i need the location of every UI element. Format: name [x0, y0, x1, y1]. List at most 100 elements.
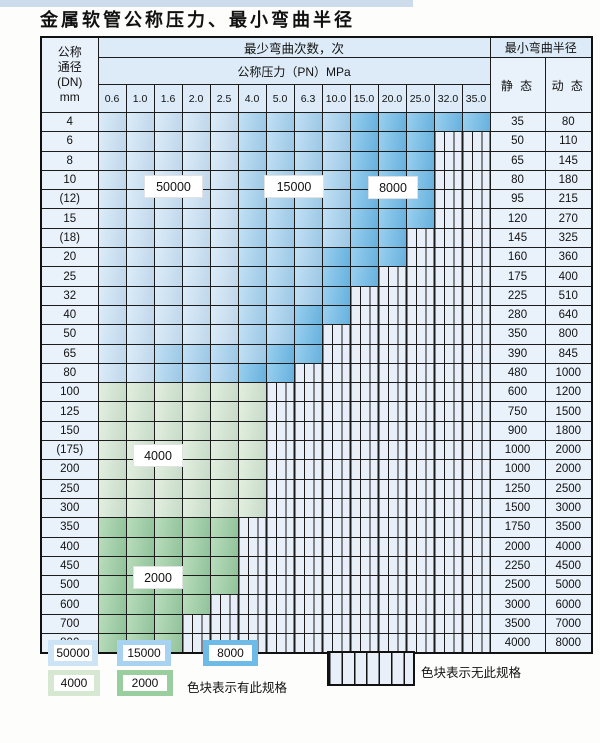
- spec-cell: [125, 517, 155, 538]
- no-spec-cell: [321, 440, 351, 461]
- no-spec-cell: [293, 478, 323, 499]
- no-spec-cell: [377, 440, 407, 461]
- dynamic-radius-cell: 510: [544, 285, 593, 306]
- spec-cell: [293, 304, 323, 326]
- static-radius-cell: 2250: [489, 555, 546, 577]
- spec-cell: [209, 343, 239, 364]
- no-spec-cell: [377, 497, 407, 519]
- no-spec-cell: [349, 304, 379, 326]
- spec-cell: [321, 304, 351, 326]
- spec-cell: [265, 324, 295, 345]
- dynamic-radius-cell: 1500: [544, 401, 593, 422]
- legend-has-spec-text: 色块表示有此规格: [187, 681, 288, 695]
- no-spec-cell: [461, 169, 491, 191]
- dynamic-radius-cell: 360: [544, 247, 593, 268]
- spec-cell: [125, 304, 155, 326]
- spec-cell: [97, 497, 127, 519]
- legend-swatch-15000: 15000: [117, 640, 171, 666]
- static-radius-cell: 95: [489, 189, 546, 210]
- no-spec-cell: [433, 594, 463, 615]
- no-spec-cell: [461, 517, 491, 538]
- spec-cell: [237, 459, 267, 480]
- no-spec-cell: [265, 517, 295, 538]
- no-spec-cell: [461, 362, 491, 384]
- no-spec-cell: [349, 555, 379, 577]
- no-spec-cell: [433, 227, 463, 249]
- no-spec-cell: [433, 401, 463, 422]
- no-spec-cell: [349, 382, 379, 403]
- spec-cell: [209, 517, 239, 538]
- spec-cell: [209, 247, 239, 268]
- no-spec-cell: [349, 459, 379, 480]
- spec-cell: [349, 208, 379, 229]
- no-spec-cell: [265, 440, 295, 461]
- spec-cell: [377, 208, 407, 229]
- no-spec-cell: [433, 208, 463, 229]
- spec-cell: [97, 382, 127, 403]
- no-spec-cell: [293, 555, 323, 577]
- spec-cell: [181, 111, 211, 133]
- spec-cell: [349, 150, 379, 171]
- static-radius-cell: 390: [489, 343, 546, 364]
- no-spec-cell: [433, 633, 463, 654]
- no-spec-cell: [265, 594, 295, 615]
- spec-cell: [209, 324, 239, 345]
- dn-cell: 125: [40, 401, 99, 422]
- spec-cell: [181, 517, 211, 538]
- no-spec-cell: [265, 382, 295, 403]
- spec-cell: [153, 227, 183, 249]
- spec-cell: [405, 131, 435, 152]
- no-spec-cell: [349, 613, 379, 635]
- no-spec-cell: [377, 459, 407, 480]
- spec-cell: [377, 150, 407, 171]
- spec-cell: [97, 169, 127, 191]
- spec-cell: [349, 131, 379, 152]
- pressure-bend-table: 公称 通径 (DN) mm 最少弯曲次数，次 最小弯曲半径 公称压力（PN）MPa 静 …: [40, 36, 593, 655]
- spec-cell: [209, 555, 239, 577]
- dynamic-radius-cell: 4000: [544, 536, 593, 557]
- no-spec-cell: [349, 285, 379, 306]
- spec-cell: [237, 497, 267, 519]
- spec-cell: [153, 304, 183, 326]
- spec-cell: [97, 304, 127, 326]
- no-spec-cell: [377, 420, 407, 442]
- spec-cell: [237, 478, 267, 499]
- no-spec-cell: [321, 362, 351, 384]
- spec-cell: [181, 304, 211, 326]
- spec-cell: [125, 401, 155, 422]
- spec-cell: [237, 285, 267, 306]
- spec-cell: [461, 111, 491, 133]
- spec-cell: [125, 594, 155, 615]
- spec-cell: [237, 382, 267, 403]
- no-spec-cell: [461, 150, 491, 171]
- spec-cell: [97, 150, 127, 171]
- spec-cell: [125, 497, 155, 519]
- no-spec-cell: [377, 555, 407, 577]
- spec-cell: [349, 247, 379, 268]
- no-spec-cell: [321, 594, 351, 615]
- spec-cell: [293, 150, 323, 171]
- dn-cell: 50: [40, 324, 99, 345]
- pressure-col-header: 2.5: [209, 84, 239, 113]
- spec-cell: [153, 362, 183, 384]
- spec-cell: [321, 247, 351, 268]
- dynamic-radius-cell: 845: [544, 343, 593, 364]
- no-spec-cell: [433, 304, 463, 326]
- spec-cell: [321, 169, 351, 191]
- spec-cell: [153, 613, 183, 635]
- spec-cell: [321, 266, 351, 287]
- spec-cell: [209, 285, 239, 306]
- dn-cell: (12): [40, 189, 99, 210]
- no-spec-cell: [405, 362, 435, 384]
- no-spec-cell: [433, 459, 463, 480]
- spec-cell: [125, 247, 155, 268]
- zone-label-50000: 50000: [144, 175, 203, 198]
- no-spec-cell: [461, 208, 491, 229]
- no-spec-cell: [377, 633, 407, 654]
- spec-cell: [293, 285, 323, 306]
- dn-cell: 600: [40, 594, 99, 615]
- no-spec-cell: [237, 613, 267, 635]
- dynamic-radius-cell: 800: [544, 324, 593, 345]
- spec-cell: [125, 131, 155, 152]
- spec-cell: [181, 497, 211, 519]
